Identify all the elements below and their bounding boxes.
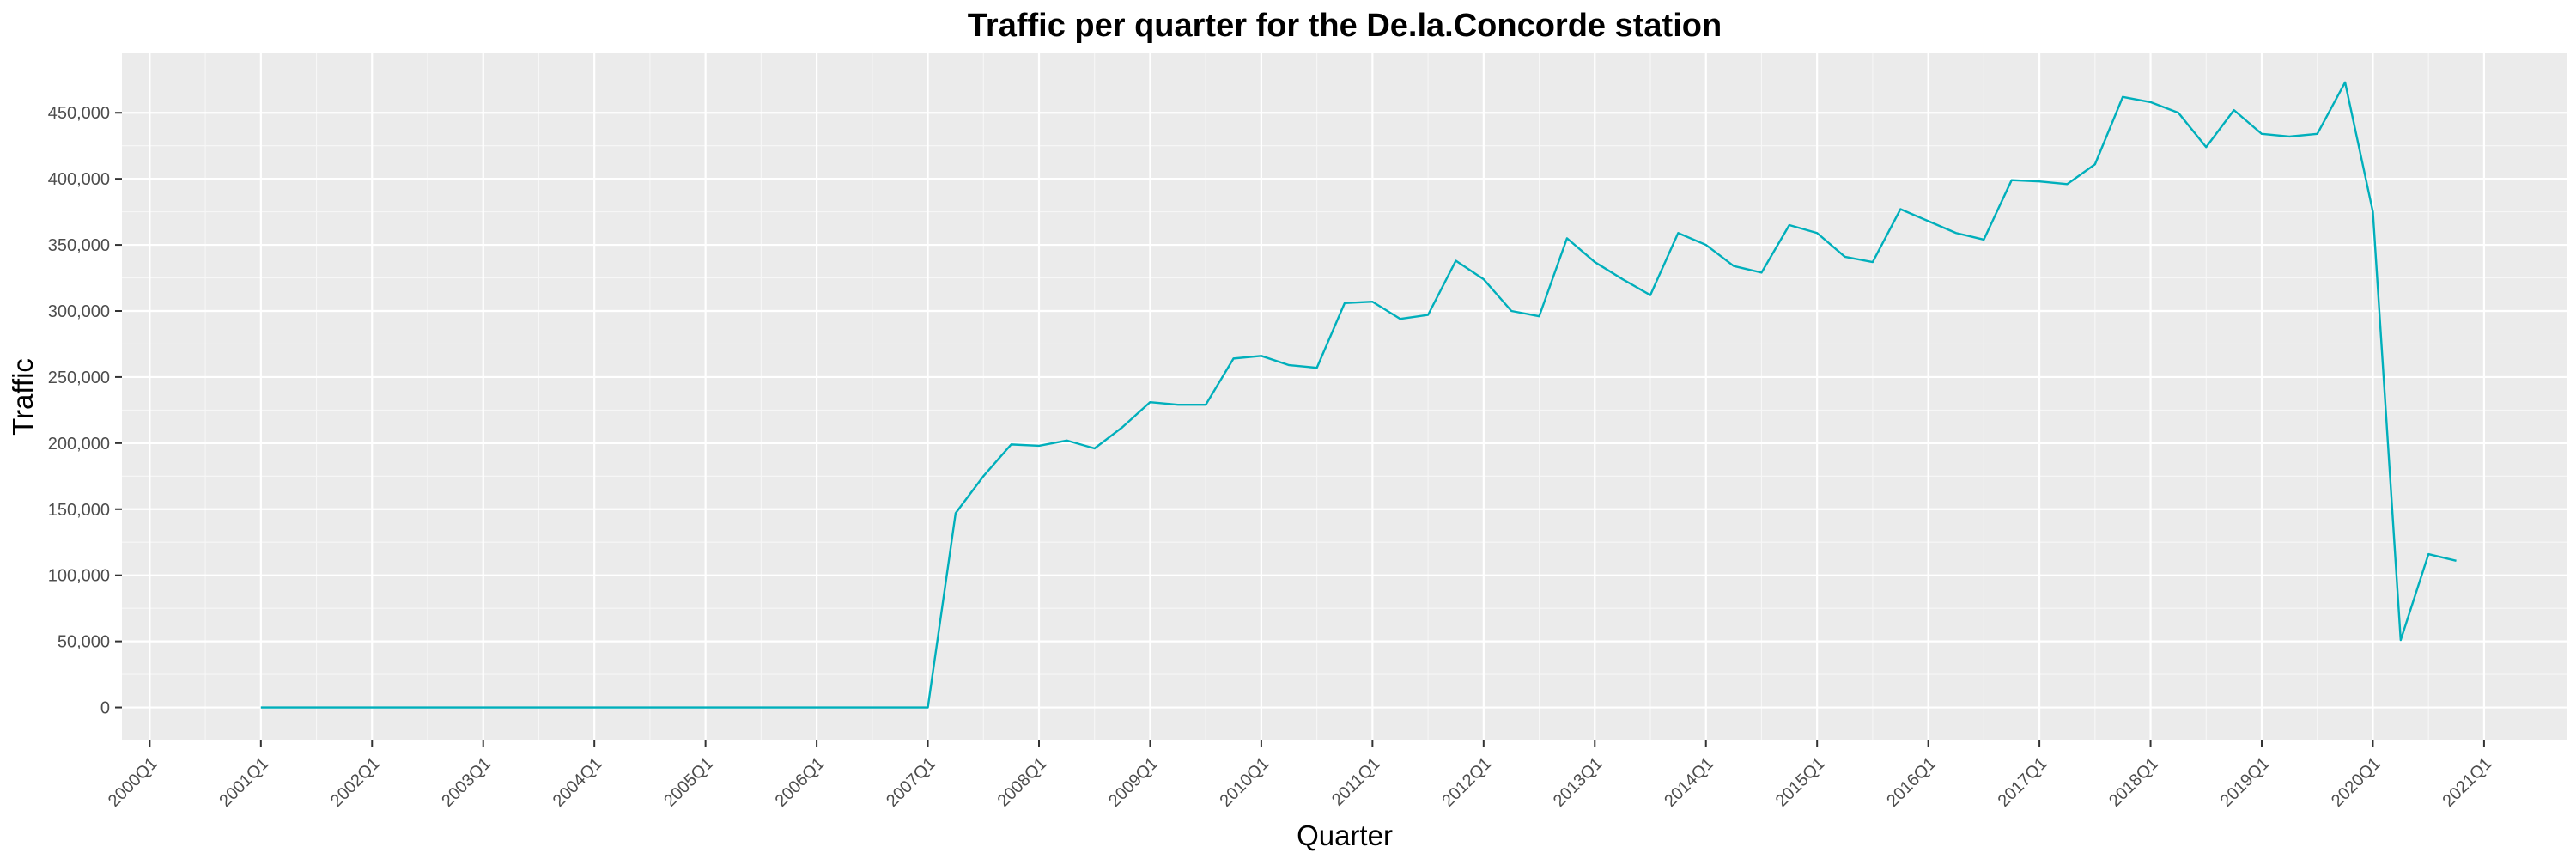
x-tick-label: 2003Q1 xyxy=(438,754,495,811)
y-axis-title: Traffic xyxy=(7,358,39,436)
y-tick-label: 200,000 xyxy=(48,435,110,454)
y-tick-label: 150,000 xyxy=(48,501,110,520)
x-tick-label: 2018Q1 xyxy=(2105,754,2162,811)
y-tick-label: 400,000 xyxy=(48,170,110,189)
x-tick-label: 2007Q1 xyxy=(883,754,939,811)
x-tick-label: 2008Q1 xyxy=(994,754,1051,811)
x-tick-label: 2004Q1 xyxy=(550,754,606,811)
series-layer xyxy=(260,81,2457,709)
x-tick-label: 2005Q1 xyxy=(660,754,717,811)
y-tick-label: 100,000 xyxy=(48,567,110,586)
x-axis-title: Quarter xyxy=(1297,819,1393,851)
x-tick-label: 2021Q1 xyxy=(2439,754,2495,811)
minor-gridlines xyxy=(122,53,2567,740)
x-tick-label: 2013Q1 xyxy=(1550,754,1607,811)
y-tick-label: 300,000 xyxy=(48,302,110,321)
y-axis: 0 50,000 100,000 150,000 200,000 250,000 300,0… xyxy=(48,104,122,718)
x-tick-label: 2001Q1 xyxy=(216,754,272,811)
y-tick-label: 450,000 xyxy=(48,104,110,123)
plot-panel xyxy=(122,53,2567,740)
x-tick-label: 2006Q1 xyxy=(772,754,829,811)
x-tick-label: 2002Q1 xyxy=(327,754,384,811)
x-tick-label: 2017Q1 xyxy=(1995,754,2051,811)
x-tick-label: 2012Q1 xyxy=(1438,754,1495,811)
y-tick-label: 50,000 xyxy=(58,633,110,652)
y-tick-label: 350,000 xyxy=(48,236,110,255)
y-tick-label: 250,000 xyxy=(48,369,110,387)
x-tick-label: 2015Q1 xyxy=(1772,754,1829,811)
x-axis: 2000Q1 2001Q1 2002Q1 2003Q1 2004Q1 2005Q1 2006… xyxy=(105,740,2495,811)
x-tick-label: 2009Q1 xyxy=(1105,754,1162,811)
x-tick-label: 2020Q1 xyxy=(2328,754,2385,811)
x-tick-label: 2016Q1 xyxy=(1883,754,1940,811)
x-tick-label: 2010Q1 xyxy=(1216,754,1273,811)
x-tick-label: 2011Q1 xyxy=(1328,754,1384,810)
x-tick-label: 2014Q1 xyxy=(1661,754,1717,811)
x-tick-label: 2019Q1 xyxy=(2217,754,2274,811)
x-tick-label: 2000Q1 xyxy=(105,754,161,811)
series-line xyxy=(260,81,2457,709)
y-tick-label: 0 xyxy=(100,699,110,718)
chart-title: Traffic per quarter for the De.la.Concor… xyxy=(968,8,1722,44)
